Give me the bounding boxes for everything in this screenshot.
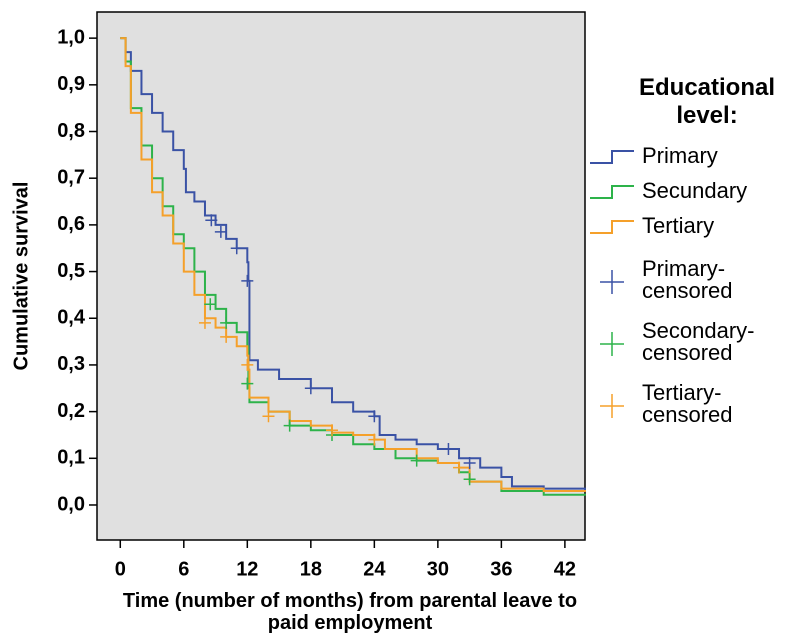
legend-label: Primary xyxy=(642,143,718,168)
censor-mark xyxy=(198,316,211,329)
censor-mark xyxy=(304,382,317,395)
legend-marker xyxy=(600,394,624,418)
legend-marker xyxy=(590,220,634,234)
y-tick-label: 0,6 xyxy=(57,213,85,235)
censor-mark xyxy=(220,316,233,329)
legend-marker xyxy=(600,270,624,294)
legend-marker xyxy=(590,150,634,164)
censor-mark xyxy=(262,410,275,423)
legend-marker xyxy=(590,185,634,199)
censor-mark xyxy=(326,424,339,437)
censor-mark xyxy=(205,214,218,227)
x-tick-label: 18 xyxy=(300,558,322,580)
y-tick-label: 0,1 xyxy=(57,447,85,469)
legend-label: Secundary xyxy=(642,178,748,203)
survival-line xyxy=(120,37,586,491)
censor-mark xyxy=(230,242,243,255)
x-tick-label: 42 xyxy=(554,558,576,580)
x-tick-label: 36 xyxy=(490,558,512,580)
censor-mark xyxy=(241,358,254,371)
y-tick-label: 0,0 xyxy=(57,493,85,515)
y-tick-label: 0,4 xyxy=(57,307,86,329)
legend-marker xyxy=(600,332,624,356)
y-tick-label: 1,0 xyxy=(57,26,85,48)
censor-mark xyxy=(453,461,466,474)
y-tick-label: 0,2 xyxy=(57,400,85,422)
x-tick-label: 12 xyxy=(236,558,258,580)
censor-mark xyxy=(410,454,423,467)
censor-mark xyxy=(220,330,233,343)
x-axis-label: Time (number of months) from parental le… xyxy=(122,590,578,634)
censor-mark xyxy=(442,442,455,455)
y-tick-label: 0,3 xyxy=(57,353,85,375)
censor-mark xyxy=(241,274,254,287)
y-tick-label: 0,5 xyxy=(57,260,85,282)
x-tick-label: 6 xyxy=(178,558,189,580)
censor-mark xyxy=(204,298,217,311)
legend-label: Tertiary xyxy=(642,213,715,238)
censor-mark xyxy=(463,456,476,469)
legend-title: Educational level: xyxy=(638,74,776,129)
y-tick-label: 0,9 xyxy=(57,73,85,95)
y-tick-label: 0,8 xyxy=(57,120,85,142)
censor-mark xyxy=(368,433,381,446)
y-axis-label: Cumulative survival xyxy=(10,182,32,371)
legend-label: Primary-censored xyxy=(642,256,733,303)
x-tick-label: 24 xyxy=(363,558,386,580)
censor-mark xyxy=(241,377,254,390)
x-tick-label: 0 xyxy=(115,558,126,580)
censor-mark xyxy=(463,473,476,486)
censor-mark xyxy=(214,225,227,238)
y-tick-label: 0,7 xyxy=(57,166,85,188)
plot-area xyxy=(96,11,586,541)
survival-line xyxy=(120,37,586,492)
legend-label: Tertiary-censored xyxy=(642,380,733,427)
x-tick-label: 30 xyxy=(427,558,449,580)
censor-mark xyxy=(283,419,296,432)
legend-label: Secondary-censored xyxy=(642,318,755,365)
censor-mark xyxy=(368,410,381,423)
